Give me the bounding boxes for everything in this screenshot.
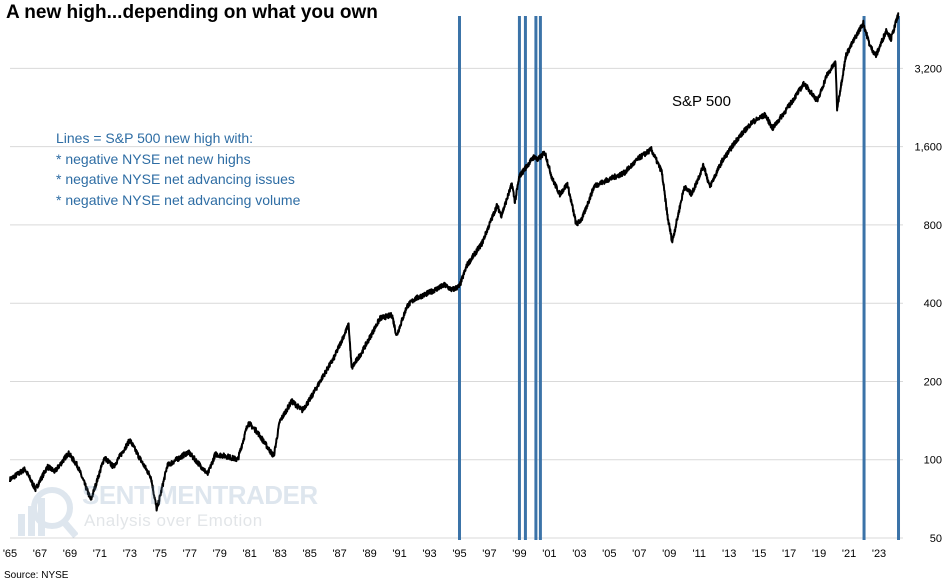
x-tick-label: '89 (362, 548, 376, 560)
chart-title: A new high...depending on what you own (6, 2, 378, 23)
annotation-line-3: * negative NYSE net advancing issues (56, 171, 295, 187)
x-tick-label: '13 (722, 548, 736, 560)
annotation-box: Lines = S&P 500 new high with: * negativ… (56, 128, 300, 210)
x-tick-label: '03 (572, 548, 586, 560)
x-tick-label: '17 (782, 548, 796, 560)
x-axis-ticks: '65 '67 '69 '71 '73 '75 '77 '79 '81 '83 '85 '87 '89 '… (3, 548, 886, 560)
y-tick-label: 400 (924, 298, 942, 310)
y-tick-label: 100 (924, 455, 942, 467)
annotation-line-4: * negative NYSE net advancing volume (56, 191, 301, 208)
x-tick-label: '91 (392, 548, 406, 560)
x-tick-label: '01 (542, 548, 556, 560)
x-tick-label: '73 (123, 548, 137, 560)
x-tick-label: '75 (153, 548, 167, 560)
x-tick-label: '85 (302, 548, 316, 560)
watermark-tagline: Analysis over Emotion (84, 511, 263, 530)
x-tick-label: '69 (63, 548, 77, 560)
annotation-line-1: Lines = S&P 500 new high with: (56, 130, 254, 146)
x-tick-label: '09 (662, 548, 676, 560)
y-tick-label: 50 (930, 533, 942, 545)
x-tick-label: '07 (632, 548, 646, 560)
watermark-chart-icon (18, 487, 79, 539)
x-tick-label: '81 (243, 548, 257, 560)
grid-lines (10, 67, 903, 539)
y-axis-ticks: 50 100 200 400 800 1,600 3,200 (914, 63, 942, 545)
x-tick-label: '95 (452, 548, 466, 560)
y-tick-label: 200 (924, 376, 942, 388)
x-tick-label: '67 (33, 548, 47, 560)
x-tick-label: '77 (183, 548, 197, 560)
annotation-line-2: * negative NYSE net new highs (56, 150, 251, 167)
new-high-signal-lines (457, 16, 901, 540)
x-tick-label: '87 (332, 548, 346, 560)
y-tick-label: 800 (924, 220, 942, 232)
watermark-brand: SENTIMENTRADER (82, 480, 318, 510)
x-tick-label: '97 (482, 548, 496, 560)
x-tick-label: '21 (842, 548, 856, 560)
x-tick-label: '83 (273, 548, 287, 560)
x-tick-label: '23 (872, 548, 886, 560)
x-tick-label: '11 (692, 548, 706, 560)
source-note: Source: NYSE (4, 570, 69, 581)
y-tick-label: 1,600 (914, 142, 942, 154)
y-tick-label: 3,200 (914, 63, 942, 75)
x-tick-label: '99 (512, 548, 526, 560)
watermark-logo: SENTIMENTRADER Analysis over Emotion (14, 480, 318, 545)
x-tick-label: '79 (213, 548, 227, 560)
x-tick-label: '15 (752, 548, 766, 560)
x-tick-label: '19 (812, 548, 826, 560)
series-label: S&P 500 (672, 93, 731, 110)
x-tick-label: '93 (422, 548, 436, 560)
x-tick-label: '65 (3, 548, 17, 560)
sp500-line (9, 12, 900, 512)
x-tick-label: '05 (602, 548, 616, 560)
x-tick-label: '71 (93, 548, 107, 560)
